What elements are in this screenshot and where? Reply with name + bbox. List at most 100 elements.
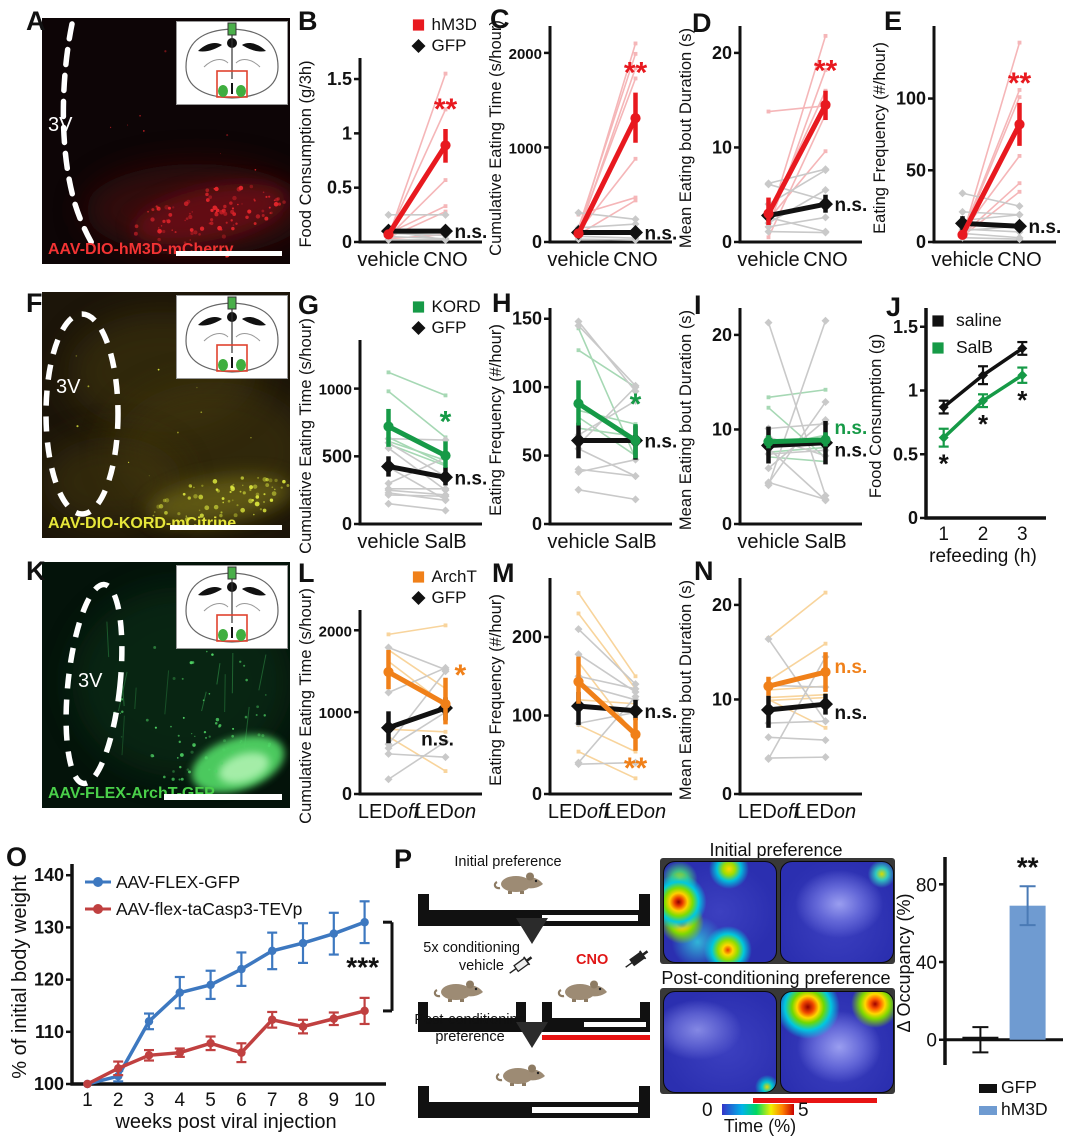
- svg-text:Food Consumption (g/3h): Food Consumption (g/3h): [297, 60, 315, 247]
- svg-text:1000: 1000: [319, 382, 352, 399]
- svg-text:LEDon: LEDon: [415, 801, 476, 823]
- svg-text:500: 500: [322, 446, 352, 466]
- panel-letter-k: K: [26, 556, 46, 586]
- svg-text:1: 1: [82, 1090, 93, 1111]
- svg-text:n.s.: n.s.: [645, 224, 678, 245]
- step3-label-line1: Post-conditioning: [414, 1012, 526, 1028]
- brain-inset-icon: [176, 295, 288, 379]
- chart-food-consumption-cno: 0 0.5 1 1.5 Food Consumption (g/3h) vehicle CN…: [297, 15, 488, 271]
- ventricle-label: 3V: [48, 114, 73, 136]
- chart-body-weight: 100 110 120 130 140 1 2 3 4 5 6 7 8 9 10 weeks post vir…: [9, 864, 394, 1133]
- svg-text:CNO: CNO: [997, 249, 1041, 271]
- svg-text:0: 0: [926, 1031, 937, 1052]
- svg-text:Mean Eating bout Duration (s): Mean Eating bout Duration (s): [677, 310, 695, 530]
- svg-text:0: 0: [532, 784, 542, 804]
- panel-letter-d: D: [692, 8, 712, 38]
- svg-text:1: 1: [908, 381, 918, 401]
- svg-text:**: **: [1017, 851, 1039, 882]
- heatmap-left-chamber: [663, 991, 777, 1093]
- svg-text:n.s.: n.s.: [835, 441, 868, 462]
- svg-text:80: 80: [916, 875, 937, 896]
- svg-text:n.s.: n.s.: [645, 432, 678, 453]
- chart-bout-duration-cno: 0 10 20 Mean Eating bout Duration (s) vehicl…: [677, 26, 867, 271]
- chart-bout-duration-salb: 0 10 20 Mean Eating bout Duration (s) vehicl…: [677, 308, 868, 553]
- colorbar-max: 5: [798, 1100, 809, 1121]
- svg-text:*: *: [939, 449, 950, 479]
- syringe-icon: [509, 956, 533, 974]
- svg-text:1: 1: [342, 123, 352, 143]
- svg-text:CNO: CNO: [803, 249, 847, 271]
- svg-text:0: 0: [342, 784, 352, 804]
- svg-text:SalB: SalB: [804, 531, 846, 553]
- svg-text:n.s.: n.s.: [455, 468, 488, 489]
- mouse-icon: [495, 1064, 545, 1086]
- svg-text:8: 8: [298, 1090, 309, 1111]
- svg-text:140: 140: [34, 865, 64, 885]
- svg-text:SalB: SalB: [424, 531, 466, 553]
- panel-letter-j: J: [886, 292, 902, 322]
- svg-text:AAV-flex-taCasp3-TEVp: AAV-flex-taCasp3-TEVp: [116, 899, 302, 919]
- micro-label-hm3d: AAV-DIO-hM3D-mCherry: [48, 241, 234, 258]
- svg-text:LEDon: LEDon: [795, 801, 856, 823]
- svg-text:0.5: 0.5: [893, 444, 918, 464]
- svg-text:1.5: 1.5: [327, 69, 352, 89]
- svg-text:**: **: [624, 57, 648, 90]
- svg-text:***: ***: [346, 952, 379, 983]
- svg-text:saline: saline: [956, 310, 1002, 330]
- ventricle-label: 3V: [56, 376, 81, 398]
- svg-text:0: 0: [722, 784, 732, 804]
- vehicle-label: vehicle: [458, 958, 504, 974]
- svg-text:3: 3: [1017, 524, 1028, 545]
- svg-text:vehicle: vehicle: [547, 249, 609, 271]
- svg-text:ArchT: ArchT: [432, 567, 477, 586]
- svg-text:110: 110: [35, 1022, 64, 1042]
- heatmap-right-chamber: [780, 861, 894, 963]
- conditioning-schematic: Initial preference 5x conditioning vehic…: [408, 854, 660, 1134]
- svg-text:10: 10: [712, 419, 732, 439]
- panel-letter-c: C: [490, 4, 510, 34]
- svg-text:0: 0: [532, 232, 542, 252]
- svg-text:GFP: GFP: [432, 588, 467, 607]
- svg-text:n.s.: n.s.: [455, 222, 488, 243]
- svg-text:Cumulative Eating Time (s/hour: Cumulative Eating Time (s/hour): [297, 318, 315, 554]
- svg-text:1000: 1000: [509, 140, 542, 157]
- svg-text:100: 100: [512, 706, 542, 726]
- svg-text:*: *: [440, 405, 452, 438]
- svg-text:**: **: [814, 55, 838, 88]
- svg-text:n.s.: n.s.: [835, 657, 868, 678]
- svg-text:n.s.: n.s.: [835, 418, 868, 439]
- heatmap-initial: [660, 858, 895, 964]
- svg-text:**: **: [1008, 67, 1032, 100]
- svg-text:Δ Occupancy (%): Δ Occupancy (%): [894, 893, 914, 1032]
- svg-text:10: 10: [712, 137, 732, 157]
- heatmap-title-initial: Initial preference: [709, 840, 843, 860]
- svg-text:50: 50: [906, 160, 926, 180]
- step3-label-line2: preference: [435, 1029, 505, 1045]
- svg-text:weeks post viral injection: weeks post viral injection: [114, 1111, 336, 1133]
- svg-text:2000: 2000: [319, 623, 352, 640]
- panel-letter-p: P: [394, 844, 413, 874]
- svg-text:150: 150: [512, 309, 542, 329]
- heatmap-right-chamber: [780, 991, 894, 1093]
- svg-text:Mean Eating bout Duration (s): Mean Eating bout Duration (s): [677, 580, 695, 800]
- svg-text:Eating Frequency (#/hour): Eating Frequency (#/hour): [871, 42, 889, 234]
- heatmap-left-chamber: [663, 861, 777, 963]
- svg-text:20: 20: [712, 43, 732, 63]
- svg-text:130: 130: [34, 917, 64, 937]
- svg-text:vehicle: vehicle: [357, 249, 419, 271]
- svg-text:vehicle: vehicle: [737, 531, 799, 553]
- down-arrow-icon: [516, 918, 548, 944]
- svg-text:vehicle: vehicle: [931, 249, 993, 271]
- chart-bout-duration-led: 0 10 20 Mean Eating bout Duration (s) LEDoff…: [677, 578, 868, 823]
- svg-text:120: 120: [34, 970, 64, 990]
- panel-letter-n: N: [694, 556, 714, 586]
- svg-text:0: 0: [342, 232, 352, 252]
- svg-text:100: 100: [896, 89, 926, 109]
- colorbar-min: 0: [702, 1100, 713, 1121]
- time-colorbar: [722, 1104, 794, 1115]
- svg-text:200: 200: [512, 627, 542, 647]
- heatmap-post: [660, 988, 895, 1094]
